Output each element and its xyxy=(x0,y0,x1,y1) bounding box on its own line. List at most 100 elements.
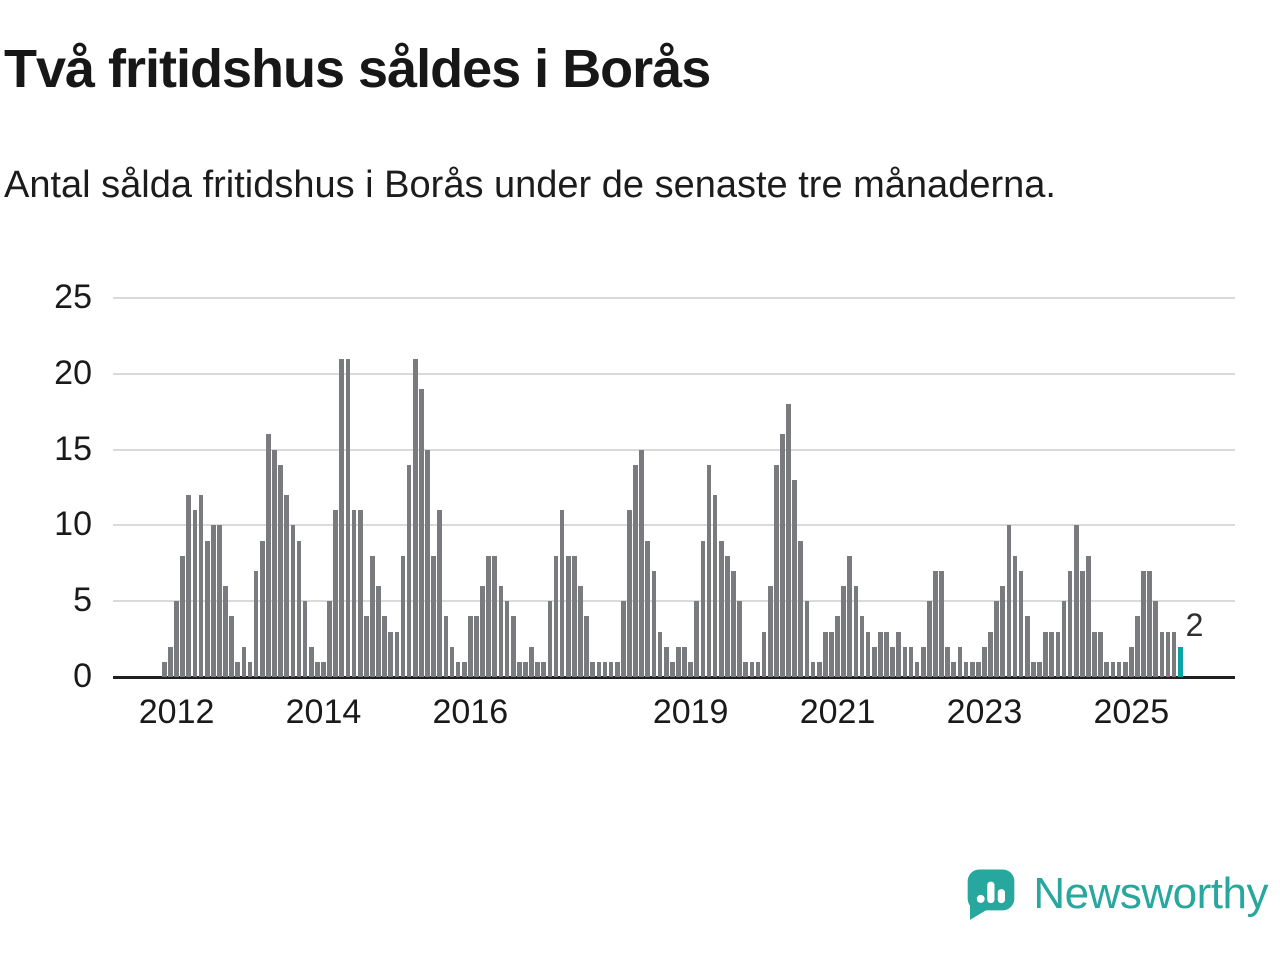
bar xyxy=(1037,661,1042,677)
x-tick-label: 2023 xyxy=(946,693,1023,731)
bar xyxy=(474,616,479,677)
bar xyxy=(1080,570,1085,677)
bar xyxy=(786,404,791,677)
bar xyxy=(829,631,834,677)
bar xyxy=(370,555,375,677)
x-tick-label: 2021 xyxy=(799,693,876,731)
bar xyxy=(847,555,853,677)
bar xyxy=(669,661,675,677)
x-tick-label: 2012 xyxy=(138,693,215,731)
bar xyxy=(639,449,645,677)
bar xyxy=(657,631,663,677)
x-axis xyxy=(113,676,1235,679)
bar xyxy=(584,616,589,677)
bar xyxy=(1049,631,1055,677)
bar xyxy=(896,631,902,677)
bar xyxy=(296,540,302,677)
bar xyxy=(706,464,712,677)
gridline xyxy=(113,600,1235,603)
bar xyxy=(565,555,571,677)
bar xyxy=(376,586,381,677)
bar xyxy=(627,510,632,677)
bar xyxy=(559,510,565,677)
bar xyxy=(945,646,951,677)
bar xyxy=(259,540,265,677)
bar xyxy=(321,661,326,677)
bar xyxy=(394,631,400,677)
chart-subtitle: Antal sålda fritidshus i Borås under de … xyxy=(4,164,1056,206)
bar xyxy=(1147,570,1152,677)
bar xyxy=(162,661,167,677)
bar xyxy=(1165,631,1171,677)
bar xyxy=(253,570,259,677)
bar xyxy=(437,510,443,677)
bar xyxy=(400,555,406,677)
bar xyxy=(676,646,681,677)
bar xyxy=(578,586,583,677)
bar xyxy=(351,510,357,677)
highlighted-bar xyxy=(1177,646,1183,677)
bar xyxy=(1067,570,1073,677)
bar xyxy=(247,661,253,677)
bar xyxy=(884,631,889,677)
bar xyxy=(982,646,987,677)
bar xyxy=(651,570,657,677)
bar xyxy=(1086,555,1091,677)
bar xyxy=(792,479,798,677)
bar xyxy=(339,358,345,677)
bar xyxy=(229,616,234,677)
bar xyxy=(443,616,449,677)
bar xyxy=(975,661,981,677)
bar xyxy=(1031,661,1036,677)
bar xyxy=(363,616,369,677)
bar xyxy=(382,616,387,677)
bar xyxy=(700,540,706,677)
bar xyxy=(920,646,926,677)
bar xyxy=(761,631,767,677)
bar xyxy=(235,661,241,677)
bar xyxy=(755,661,761,677)
bar xyxy=(1098,631,1104,677)
gridline xyxy=(113,448,1235,451)
bar xyxy=(455,661,461,677)
bar xyxy=(951,661,957,677)
x-tick-label: 2019 xyxy=(652,693,729,731)
x-tick-label: 2016 xyxy=(432,693,509,731)
bar xyxy=(204,540,210,677)
bar xyxy=(217,525,222,677)
brand-name: Newsworthy xyxy=(1033,869,1268,918)
bar xyxy=(1159,631,1165,677)
gridline xyxy=(113,372,1235,375)
bar xyxy=(547,601,553,677)
bar xyxy=(1122,661,1128,677)
bar xyxy=(504,601,510,677)
bar xyxy=(1055,631,1061,677)
bar xyxy=(865,631,871,677)
bar xyxy=(621,601,626,677)
bar xyxy=(174,601,179,677)
bar xyxy=(1012,555,1018,677)
y-tick-label: 5 xyxy=(73,581,92,620)
bar xyxy=(1000,586,1006,677)
page-title: Två fritidshus såldes i Borås xyxy=(4,39,711,99)
bar xyxy=(749,661,755,677)
bar xyxy=(988,631,993,677)
y-tick-label: 20 xyxy=(54,353,92,392)
bar xyxy=(725,555,730,677)
y-tick-label: 10 xyxy=(54,505,92,544)
bar xyxy=(468,616,473,677)
bar xyxy=(498,586,504,677)
x-tick-label: 2014 xyxy=(285,693,362,731)
bar xyxy=(1116,661,1122,677)
bar xyxy=(780,434,785,677)
bar xyxy=(406,464,412,677)
bar xyxy=(878,631,883,677)
bar xyxy=(1153,601,1159,677)
bar xyxy=(357,510,363,677)
bar xyxy=(688,661,693,677)
bar xyxy=(278,464,283,677)
bar xyxy=(994,601,999,677)
bar xyxy=(774,464,779,677)
bar xyxy=(608,661,614,677)
bar xyxy=(712,495,718,677)
